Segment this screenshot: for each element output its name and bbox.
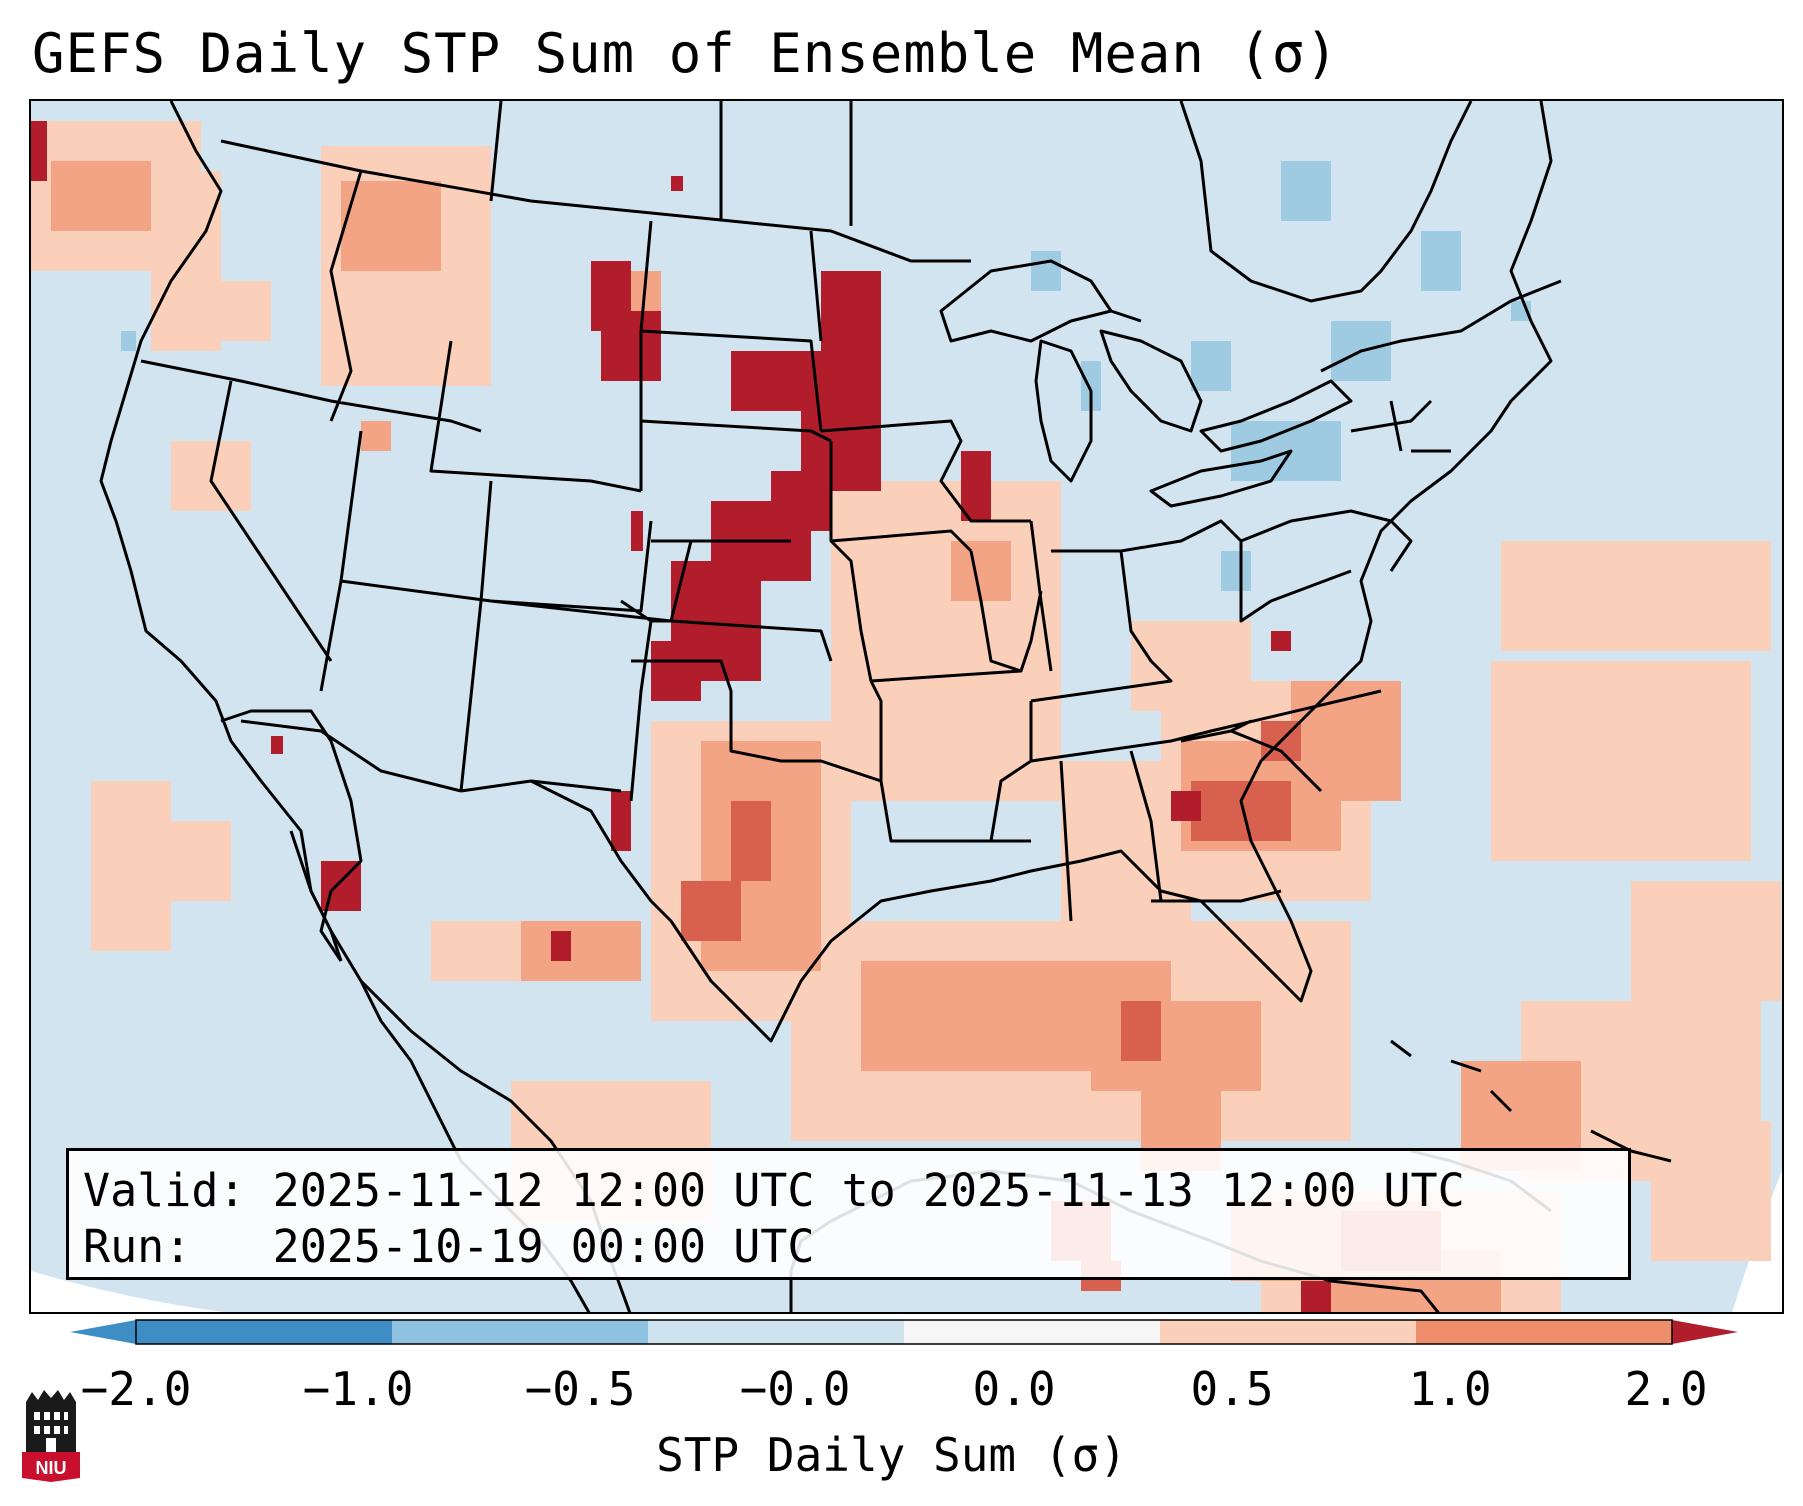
- colorbar-extend-low: [70, 1320, 136, 1344]
- valid-time-box: Valid: 2025-11-12 12:00 UTC to 2025-11-1…: [66, 1148, 1631, 1280]
- map-canvas: [31, 101, 1782, 1312]
- colorbar-tick: −0.0: [739, 1362, 851, 1416]
- run-line: Run: 2025-10-19 00:00 UTC: [83, 1220, 815, 1273]
- canada-provinces: [489, 101, 1473, 303]
- colorbar-segment: [1160, 1320, 1417, 1344]
- colorbar-tick: −1.0: [302, 1362, 414, 1416]
- map-panel[interactable]: [29, 99, 1784, 1314]
- colorbar-tick: −2.0: [80, 1362, 192, 1416]
- colorbar-label: STP Daily Sum (σ): [656, 1428, 1127, 1482]
- colorbar: [70, 1319, 1738, 1345]
- colorbar-segment: [136, 1320, 393, 1344]
- colorbar-segment: [648, 1320, 905, 1344]
- colorbar-tick: −0.5: [524, 1362, 636, 1416]
- niu-logo-icon: NIU: [22, 1390, 80, 1482]
- colorbar-segment: [1416, 1320, 1673, 1344]
- colorbar-tick: 2.0: [1624, 1362, 1708, 1416]
- colorbar-tick: 0.0: [972, 1362, 1056, 1416]
- great-lakes: [939, 259, 1353, 508]
- colorbar-segment: [392, 1320, 649, 1344]
- colorbar-segment: [904, 1320, 1161, 1344]
- map-title: GEFS Daily STP Sum of Ensemble Mean (σ): [32, 22, 1339, 85]
- state-borders: [140, 170, 1451, 922]
- colorbar-extend-high: [1672, 1320, 1738, 1344]
- valid-line: Valid: 2025-11-12 12:00 UTC to 2025-11-1…: [83, 1164, 1465, 1217]
- colorbar-tick: 0.5: [1190, 1362, 1274, 1416]
- projection-edge-left: [31, 1271, 225, 1312]
- svg-text:NIU: NIU: [36, 1458, 67, 1478]
- colorbar-tick: 1.0: [1408, 1362, 1492, 1416]
